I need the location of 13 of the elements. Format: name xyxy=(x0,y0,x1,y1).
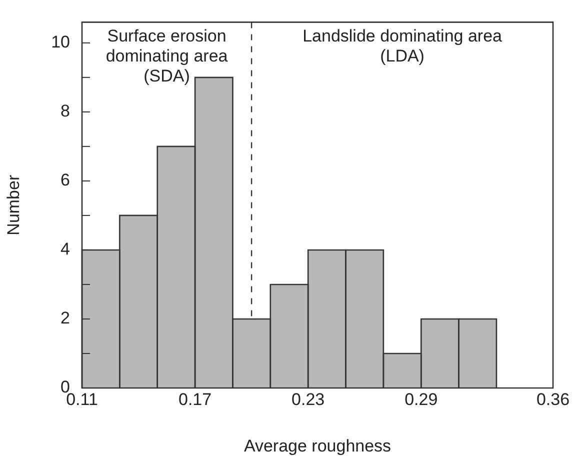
annotation: Landslide dominating area (LDA) xyxy=(302,26,503,66)
y-tick-label: 4 xyxy=(60,240,70,259)
x-axis-title: Average roughness xyxy=(244,436,392,456)
y-tick-label: 6 xyxy=(60,170,70,190)
annotation: Surface erosion dominating area (SDA) xyxy=(106,26,228,86)
y-tick-label: 10 xyxy=(51,32,70,52)
x-tick-label: 0.36 xyxy=(536,390,570,409)
y-tick-label: 2 xyxy=(60,308,70,328)
y-axis-title: Number xyxy=(4,174,23,236)
x-tick-label: 0.17 xyxy=(178,390,212,409)
y-tick-label: 8 xyxy=(60,102,70,121)
x-tick-label: 0.29 xyxy=(404,390,438,409)
x-tick-label: 0.23 xyxy=(292,390,325,409)
